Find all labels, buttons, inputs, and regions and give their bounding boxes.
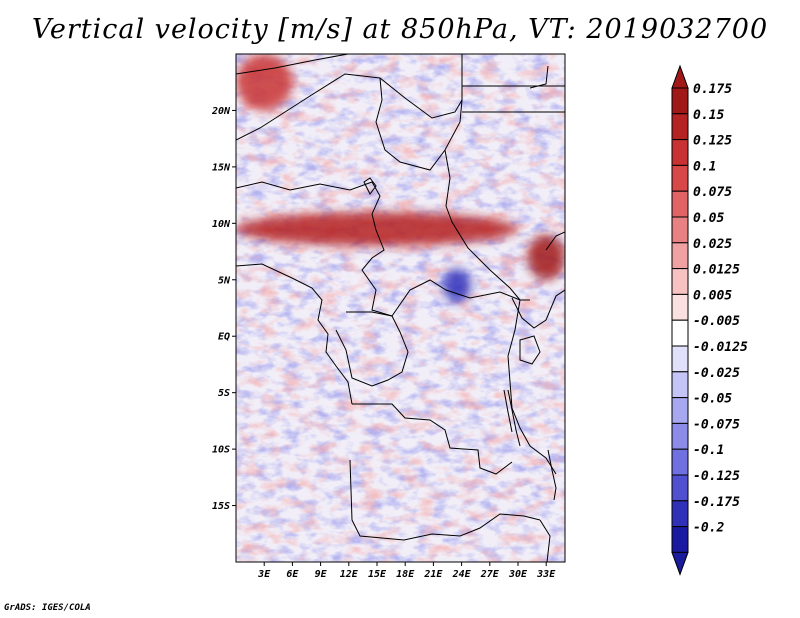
border-congo xyxy=(335,311,409,387)
colorbar-swatch xyxy=(671,448,689,476)
field-strong-ascent-east-edge xyxy=(527,234,565,280)
lon-tick-label: 30E xyxy=(508,569,528,580)
colorbar-swatch xyxy=(671,371,689,399)
lon-tick-label: 6E xyxy=(286,569,299,580)
map-panel xyxy=(236,54,565,562)
border-east-africa xyxy=(511,289,565,329)
field-features xyxy=(236,54,565,303)
colorbar-label: -0.2 xyxy=(693,521,724,536)
colorbar-label: -0.125 xyxy=(693,469,740,484)
colorbar-label: -0.075 xyxy=(693,417,740,432)
lat-tick-label: 5N xyxy=(218,275,231,286)
map-frame xyxy=(235,53,566,563)
border-sahara-north xyxy=(236,54,349,75)
colorbar-swatch xyxy=(671,526,689,553)
colorbar-swatch xyxy=(671,422,689,450)
border-horn xyxy=(529,65,565,251)
colorbar-swatch xyxy=(671,268,689,295)
lat-tick-label: 10N xyxy=(212,219,231,230)
lon-tick-label: 24E xyxy=(452,569,472,580)
colorbar-swatch xyxy=(671,500,689,528)
lat-tick-label: 20N xyxy=(211,106,231,117)
colorbar-label: 0.0125 xyxy=(693,263,740,278)
colorbar-top-arrow xyxy=(671,64,689,89)
field-texture-red xyxy=(236,54,565,562)
lon-tick-label: 21E xyxy=(423,569,443,580)
border-chad-sudan xyxy=(444,149,521,301)
field-strong-ascent-northwest-corner xyxy=(236,54,293,111)
map-title: Vertical velocity [m/s] at 850hPa, VT: 2… xyxy=(31,14,769,45)
colorbar-swatch xyxy=(671,293,689,321)
lon-tick-label: 18E xyxy=(396,569,415,580)
colorbar-swatch xyxy=(671,113,689,141)
lat-tick-label: EQ xyxy=(218,332,230,343)
coastline-gulf-of-guinea xyxy=(236,263,353,405)
colorbar-label: -0.0125 xyxy=(693,340,748,355)
colorbar-swatch xyxy=(671,190,689,218)
border-mozambique xyxy=(539,519,551,562)
lon-tick-label: 3E xyxy=(257,569,271,580)
colorbar-label: 0.15 xyxy=(693,108,724,123)
border-algeria-niger xyxy=(375,54,463,171)
lon-tick-label: 12E xyxy=(340,569,359,580)
border-lake-chad-region xyxy=(236,181,381,231)
colorbar-swatch xyxy=(671,319,689,347)
lake-tanganyika xyxy=(503,389,521,447)
border-drc-angola xyxy=(352,403,513,475)
border-west-africa xyxy=(236,73,463,141)
border-nigeria-cameroon xyxy=(361,229,393,317)
colorbar-label: -0.005 xyxy=(693,314,740,329)
border-sudan-egypt xyxy=(462,85,565,113)
lat-tick-label: 15S xyxy=(212,501,230,512)
colorbar-bottom-arrow xyxy=(671,551,689,576)
lat-tick-label: 10S xyxy=(212,445,230,456)
lon-tick-label: 27E xyxy=(480,569,500,580)
lat-tick-label: 5S xyxy=(218,388,230,399)
colorbar-label: 0.1 xyxy=(693,159,716,174)
colorbar-label: -0.175 xyxy=(693,495,740,510)
lake-victoria xyxy=(519,335,541,365)
colorbar-label: 0.05 xyxy=(693,211,724,226)
map-axes: 3E 6E 9E 12E 15E 18E 21E 24E 27E 30E 33E 20N 15N 10N 5… xyxy=(211,106,556,580)
colorbar-label: 0.025 xyxy=(693,237,732,252)
lat-tick-label: 15N xyxy=(212,162,231,173)
border-car-drc xyxy=(391,279,530,317)
colorbar-swatch xyxy=(671,139,689,166)
lake-chad xyxy=(363,177,377,195)
lake-malawi xyxy=(547,449,557,501)
field-strong-descent-center xyxy=(442,268,471,303)
colorbar-label: -0.05 xyxy=(693,392,732,407)
field-strong-ascent-band-sahel xyxy=(236,212,518,246)
lon-tick-label: 15E xyxy=(368,569,387,580)
colorbar-label: 0.075 xyxy=(693,185,732,200)
colorbar-swatch xyxy=(671,164,689,192)
country-borders xyxy=(236,54,565,562)
colorbar-swatch xyxy=(671,397,689,424)
colorbar-swatch xyxy=(671,242,689,270)
credit-text: GrADS: IGES/COLA xyxy=(4,603,91,613)
colorbar-label: 0.175 xyxy=(693,82,732,97)
colorbar-label: -0.025 xyxy=(693,366,740,381)
lon-tick-label: 9E xyxy=(315,569,328,580)
lon-tick-label: 33E xyxy=(536,569,556,580)
colorbar-label: -0.1 xyxy=(693,443,724,458)
colorbar-swatch xyxy=(671,216,689,244)
colorbar-swatch xyxy=(671,87,689,115)
colorbar: 0.175 0.15 0.125 0.1 0.075 0.05 0.025 0.0125 0.0… xyxy=(671,64,748,576)
colorbar-label: 0.125 xyxy=(693,134,732,149)
colorbar-label: 0.005 xyxy=(693,288,732,303)
colorbar-swatch xyxy=(671,474,689,502)
border-angola-zambia xyxy=(349,459,541,541)
colorbar-swatch xyxy=(671,345,689,373)
